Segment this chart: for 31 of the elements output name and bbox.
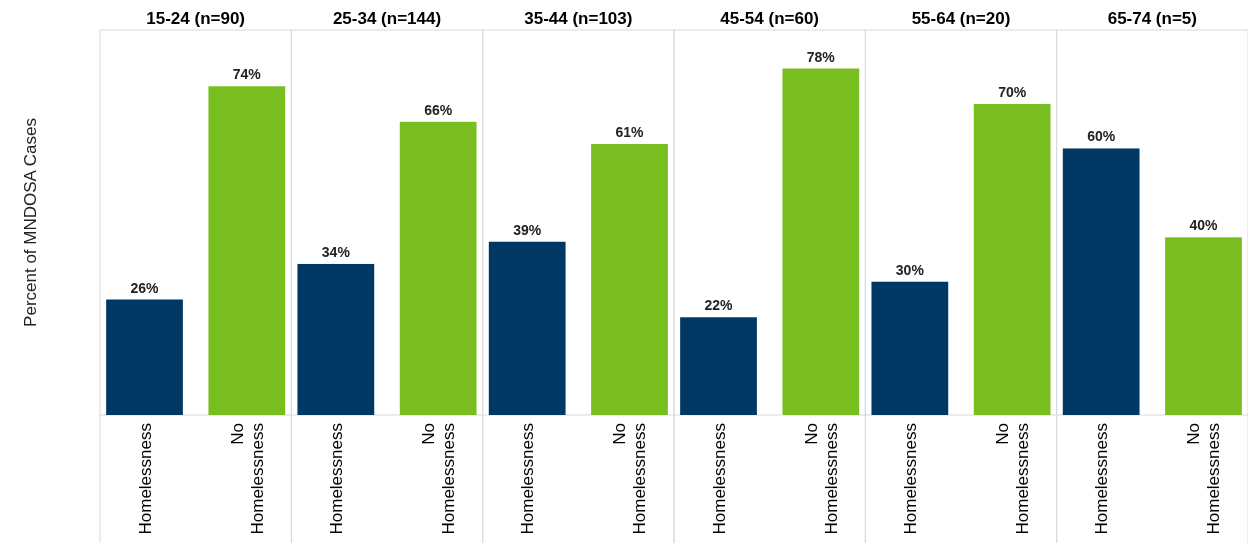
chart-title: 55-64 (n=20) (911, 9, 1011, 28)
data-label: 74% (232, 66, 262, 83)
x-tick-label: Homelessness (709, 423, 729, 535)
x-tick-label: Homelessness (1092, 423, 1112, 535)
chart-title: 45-54 (n=60) (720, 9, 820, 28)
x-tick-label: Homelessness (900, 423, 920, 535)
data-label: 66% (424, 101, 453, 118)
x-tick-label: No Homelessness (1184, 423, 1224, 535)
data-label: 60% (1087, 128, 1116, 145)
x-tick-label: No Homelessness (610, 423, 650, 535)
data-label: 78% (806, 48, 836, 65)
chart-title: 15-24 (n=90) (146, 9, 246, 28)
data-label: 30% (895, 261, 925, 278)
data-label: 70% (998, 84, 1027, 101)
chart-title: 25-34 (n=144) (332, 9, 442, 28)
x-tick-label: Homelessness (326, 423, 346, 535)
data-label: 39% (513, 221, 542, 238)
data-label: 22% (704, 297, 734, 314)
x-tick-label: No Homelessness (993, 423, 1033, 535)
chart-title: 65-74 (n=5) (1107, 9, 1197, 28)
data-label: 34% (321, 243, 351, 260)
y-axis-title: Percent of MNDOSA Cases (21, 118, 40, 327)
data-label: 40% (1189, 217, 1219, 234)
x-tick-label: Homelessness (135, 423, 155, 535)
data-label: 26% (130, 279, 160, 296)
x-tick-label: No Homelessness (419, 423, 459, 535)
x-tick-label: No Homelessness (227, 423, 267, 535)
chart-title: 35-44 (n=103) (524, 9, 633, 28)
x-tick-label: No Homelessness (801, 423, 841, 535)
data-label: 61% (615, 124, 645, 141)
x-tick-label: Homelessness (518, 423, 538, 535)
